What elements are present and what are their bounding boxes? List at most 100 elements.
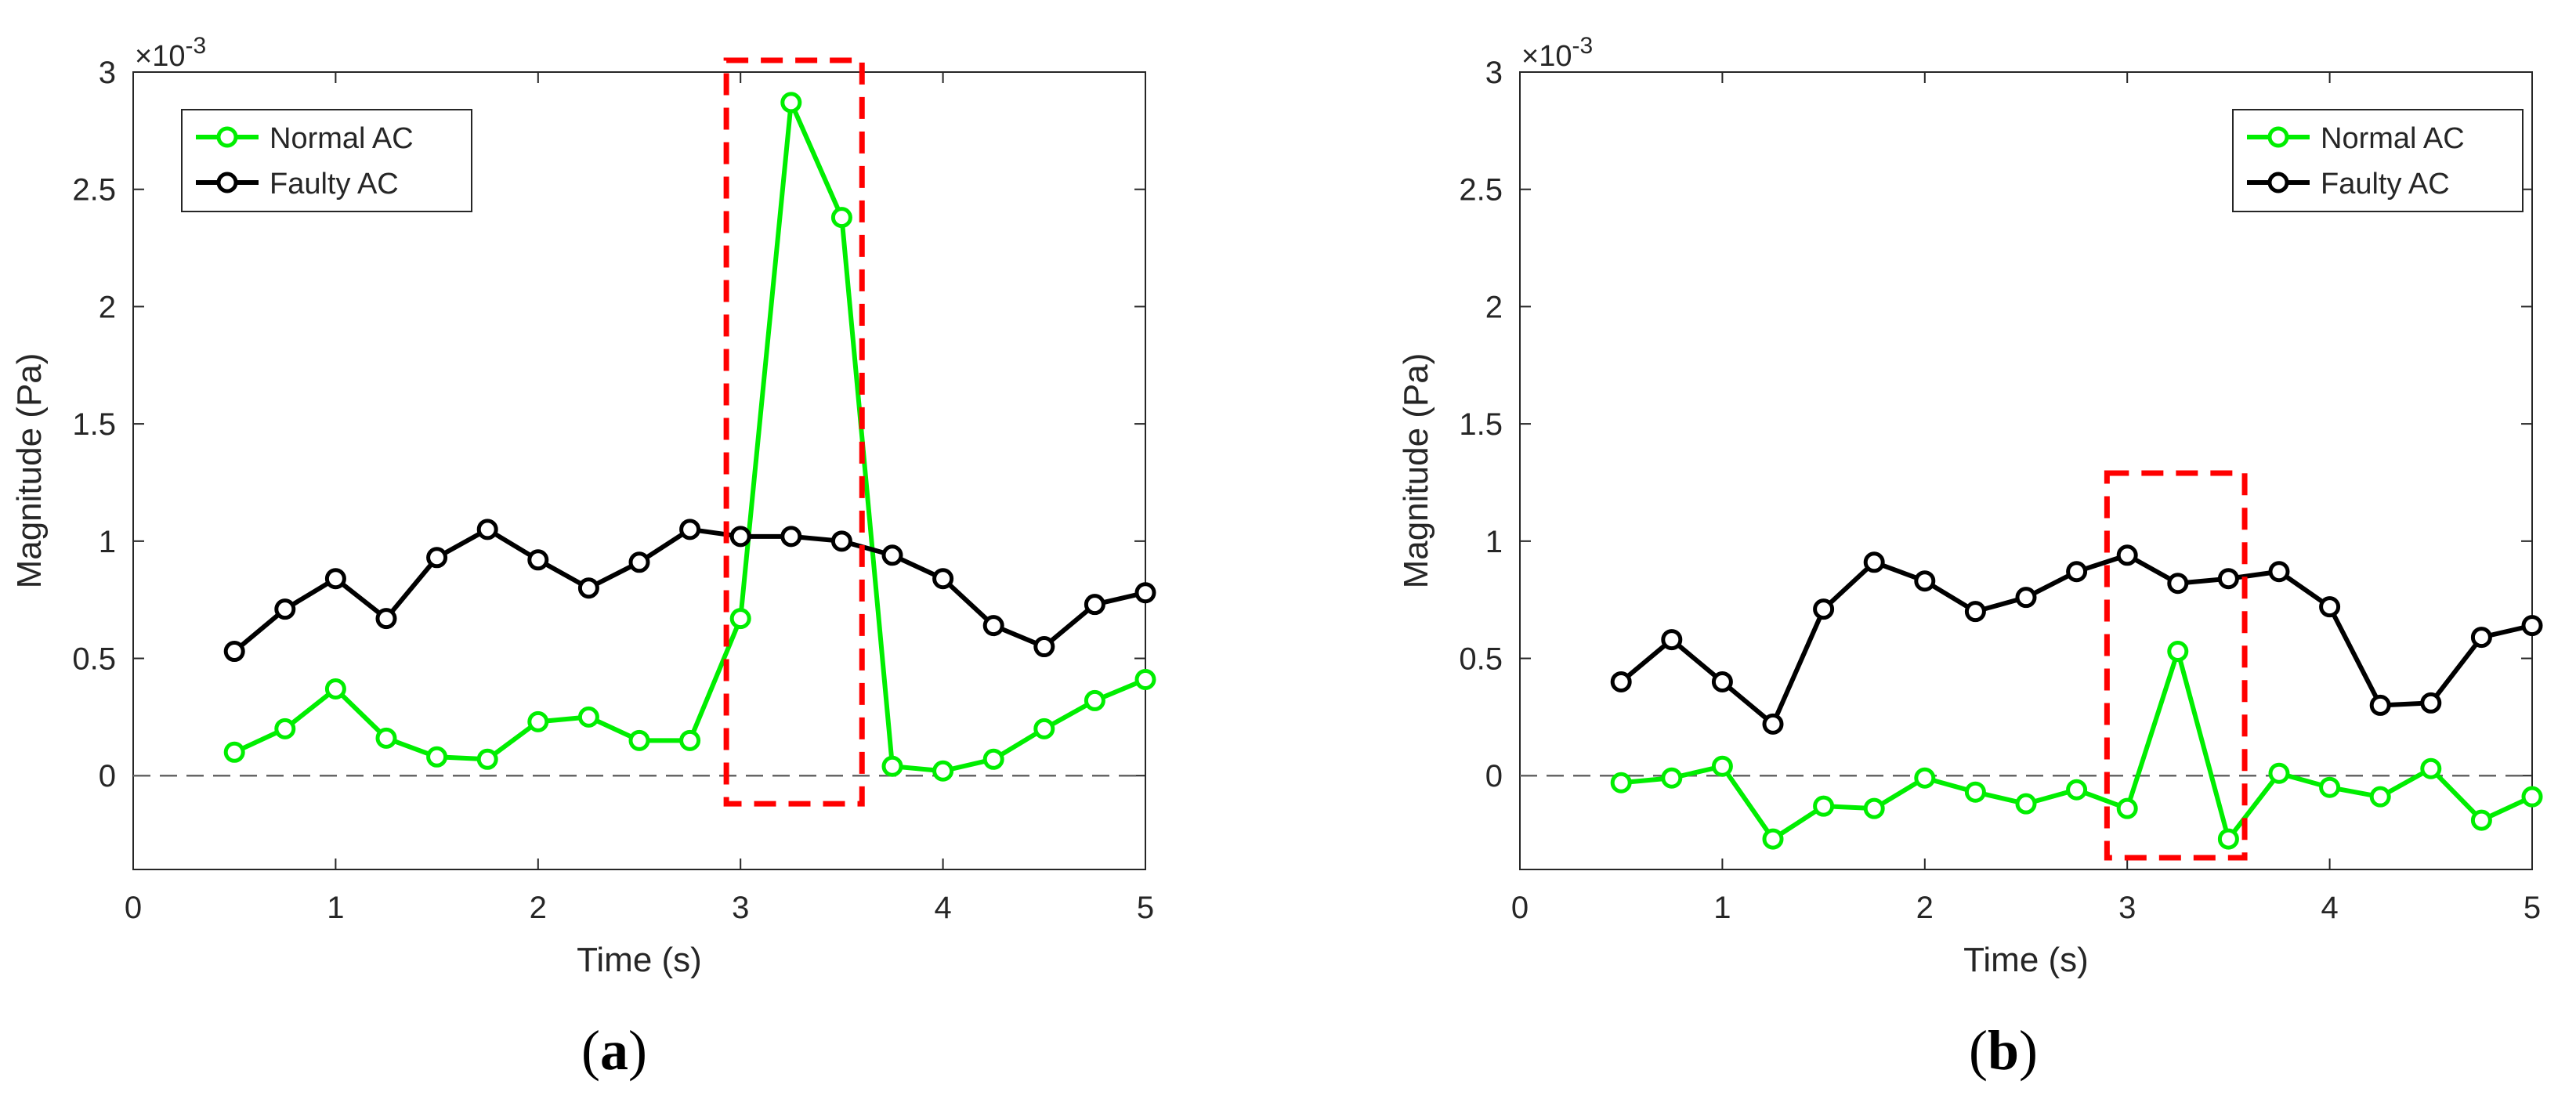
chart-a-highlight-box: [723, 57, 865, 807]
chart-b-series-faulty-ac-point: [1762, 713, 1784, 735]
chart-b-xtick-label: 3: [2118, 891, 2136, 925]
chart-b-series-normal-ac-line: [1620, 649, 2534, 842]
chart-a-series-normal-ac-point: [527, 710, 549, 732]
chart-a-series-normal-ac-point: [324, 678, 346, 699]
chart-b-xtick-label: 5: [2524, 891, 2541, 925]
chart-a-xtick-label: 1: [327, 891, 344, 925]
chart-a-series-faulty-ac-point: [932, 568, 954, 590]
chart-b-xtick-label: 0: [1511, 891, 1529, 925]
chart-b-series-normal-ac-point: [2369, 786, 2391, 808]
chart-b-series-faulty-ac-point: [1813, 598, 1835, 620]
chart-b-series-faulty-ac-point: [2319, 596, 2341, 618]
chart-a-series-faulty-ac-point: [375, 608, 397, 630]
chart-b-ytick-label: 0: [1485, 759, 1503, 793]
chart-b-series-normal-ac-point: [2116, 797, 2138, 819]
chart-a-ytick-label: 0: [99, 759, 116, 793]
chart-b-series-normal-ac-point: [2268, 762, 2290, 784]
chart-b-series-faulty-ac-point: [1711, 671, 1733, 692]
chart-a-legend-item-normal-ac-label: Normal AC: [270, 122, 414, 155]
chart-a-legend-item-faulty-ac-label: Faulty AC: [270, 168, 399, 201]
chart-b-xtick-label: 4: [2321, 891, 2338, 925]
chart-a-series-faulty-ac-line: [233, 526, 1146, 653]
chart-a-series-faulty-ac-point: [881, 544, 903, 566]
chart-b-ytick-label: 1: [1485, 525, 1503, 559]
chart-b-ytick-label: 2: [1485, 290, 1503, 324]
chart-b-series-normal-ac-point: [1813, 795, 1835, 817]
chart-b-series-faulty-ac-point: [1610, 671, 1632, 692]
chart-b-legend-item-normal-ac-label: Normal AC: [2321, 122, 2465, 155]
chart-a-series-faulty-ac-point: [679, 519, 701, 540]
chart-a-series-faulty-ac-point: [1033, 636, 1055, 658]
chart-a-ytick-label: 1.5: [72, 407, 116, 442]
chart-a-ytick-label: 0.5: [72, 642, 116, 677]
chart-b-series-faulty-ac-point: [2470, 627, 2492, 649]
chart-a-series-faulty-ac-point: [729, 526, 751, 548]
chart-b-highlight-box: [2104, 470, 2248, 861]
chart-a-series-faulty-ac-point: [830, 530, 852, 552]
chart-b-ytick-label: 1.5: [1459, 407, 1503, 442]
chart-b-series-normal-ac-point: [1914, 767, 1936, 789]
chart-b-series-faulty-ac-point: [2521, 615, 2543, 637]
chart-b-series-faulty-ac-point: [1914, 570, 1936, 592]
chart-a-series-normal-ac-point: [223, 741, 245, 763]
panel-label-a: a: [600, 1019, 628, 1082]
chart-a-ytick-label: 3: [99, 56, 116, 90]
chart-a-series-faulty-ac-point: [780, 526, 802, 548]
chart-a-series-faulty-ac-point: [628, 551, 650, 573]
chart-b-series-normal-ac-point: [2167, 641, 2189, 663]
chart-a-series-faulty-ac-point: [982, 615, 1004, 637]
chart-a-series-normal-ac-point: [780, 92, 802, 114]
chart-a-legend-box: [181, 109, 472, 212]
chart-a-y-multiplier-exp: -3: [185, 33, 206, 59]
chart-b-series-faulty-ac-point: [2167, 573, 2189, 595]
chart-b-y-axis-label: Magnitude (Pa): [1397, 353, 1435, 589]
chart-a-series-faulty-ac-point: [577, 577, 599, 599]
chart-b-series-faulty-ac-point: [2268, 561, 2290, 583]
chart-b-series-faulty-ac-point: [2420, 692, 2442, 714]
chart-a-series-faulty-ac-point: [1084, 594, 1105, 616]
chart-a-xtick-label: 2: [530, 891, 547, 925]
panel-caption-b: (b): [1968, 1019, 2038, 1082]
chart-b-series-faulty-ac-point: [2066, 561, 2088, 583]
chart-b-series-faulty-ac-point: [2015, 587, 2037, 609]
chart-b-xtick-label: 1: [1713, 891, 1731, 925]
chart-a-xtick-label: 4: [934, 891, 951, 925]
chart-a-xtick-label: 5: [1137, 891, 1154, 925]
chart-a-y-axis-label: Magnitude (Pa): [10, 353, 49, 589]
chart-a-series-normal-ac-point: [628, 729, 650, 751]
chart-b-series-normal-ac-point: [1863, 797, 1885, 819]
chart-b-series-normal-ac-point: [1762, 828, 1784, 850]
chart-a-axes-frame: [132, 71, 1146, 870]
chart-a-series-normal-ac-point: [881, 755, 903, 777]
chart-a-series-normal-ac-point: [1084, 689, 1105, 711]
chart-b-series-faulty-ac-point: [2116, 544, 2138, 566]
chart-a-series-faulty-ac-point: [1134, 582, 1156, 604]
chart-b-series-normal-ac-point: [1610, 772, 1632, 793]
chart-a-ytick-label: 2: [99, 290, 116, 324]
chart-a-series-normal-ac-point: [679, 729, 701, 751]
chart-a-series-normal-ac-point: [982, 748, 1004, 770]
chart-b-legend-item-faulty-ac-swatch-marker: [2267, 172, 2289, 193]
chart-a: 0 1 2 3 4 5 0 0.5 1 1.5 2 2.5 3 ×10-3 Time (s) Magnitud…: [10, 33, 1156, 979]
chart-b-series-normal-ac-point: [2319, 776, 2341, 798]
chart-b-series-faulty-ac-point: [2217, 568, 2239, 590]
chart-b-series-normal-ac-point: [2015, 793, 2037, 815]
chart-b-legend-box: [2232, 109, 2524, 212]
chart-a-series-faulty-ac-point: [324, 568, 346, 590]
chart-b-legend-item-normal-ac-swatch-marker: [2267, 126, 2289, 148]
chart-b-series-normal-ac-point: [1661, 767, 1683, 789]
panel-label-b: b: [1987, 1019, 2020, 1082]
chart-b-series-normal-ac-point: [1711, 755, 1733, 777]
chart-b-ytick-label: 2.5: [1459, 173, 1503, 208]
chart-b-xtick-label: 2: [1916, 891, 1934, 925]
chart-a-legend-item-faulty-ac-swatch-marker: [216, 172, 238, 193]
chart-a-series-normal-ac-point: [729, 608, 751, 630]
chart-b-ytick-label: 3: [1485, 56, 1503, 90]
chart-b-series-normal-ac-point: [2420, 757, 2442, 779]
chart-b-series-faulty-ac-point: [1863, 551, 1885, 573]
chart-a-y-multiplier-base: ×10: [135, 40, 185, 73]
chart-b-series-faulty-ac-point: [1661, 629, 1683, 651]
chart-b-axes-frame: [1519, 71, 2533, 870]
chart-b-series-faulty-ac-point: [1964, 601, 1986, 623]
